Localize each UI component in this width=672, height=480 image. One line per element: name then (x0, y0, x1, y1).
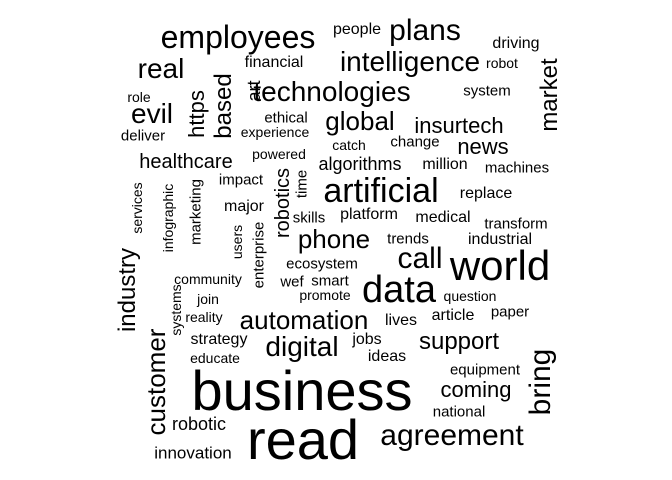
word-ideas: ideas (367, 348, 407, 365)
word-join: join (197, 291, 219, 307)
word-machines: machines (484, 159, 550, 177)
word-automation: automation (239, 305, 369, 335)
word-promote: promote (299, 287, 351, 303)
word-plans: plans (389, 14, 461, 47)
word-lives: lives (384, 312, 418, 329)
word-services: services (129, 182, 145, 234)
word-marketing: marketing (187, 179, 205, 245)
word-coming: coming (440, 377, 512, 402)
word-world: world (449, 242, 551, 289)
word-million: million (422, 156, 468, 173)
word-support: support (418, 328, 500, 355)
word-article: article (431, 307, 475, 324)
word-educate: educate (190, 350, 240, 366)
word-digital: digital (265, 331, 339, 362)
word-business: business (191, 359, 413, 422)
word-https: https (184, 90, 209, 138)
word-impact: impact (218, 171, 264, 189)
word-bring: bring (524, 348, 557, 416)
word-catch: catch (332, 137, 366, 153)
word-innovation: innovation (154, 443, 232, 463)
word-financial: financial (244, 54, 304, 71)
word-users: users (229, 224, 245, 260)
word-deliver: deliver (120, 127, 166, 145)
word-people: people (332, 21, 382, 38)
word-employees: employees (160, 19, 316, 55)
word-enterprise: enterprise (250, 221, 268, 289)
word-news: news (457, 134, 509, 159)
word-question: question (443, 288, 497, 304)
word-powered: powered (252, 146, 306, 162)
word-data: data (362, 269, 436, 311)
word-robot: robot (486, 55, 518, 71)
word-smart: smart (311, 272, 349, 290)
word-ethical: ethical (264, 109, 308, 127)
word-national: national (432, 403, 486, 421)
word-system: system (463, 82, 511, 100)
word-infographic: infographic (160, 183, 176, 253)
word-major: major (223, 198, 265, 215)
word-equipment: equipment (449, 361, 521, 379)
word-medical: medical (415, 209, 471, 226)
word-systems: systems (168, 284, 184, 336)
word-intelligence: intelligence (339, 46, 481, 77)
word-based: based (210, 73, 237, 139)
word-industrial: industrial (467, 231, 533, 248)
word-platform: platform (340, 206, 398, 223)
word-skills: skills (292, 209, 326, 227)
word-robotic: robotic (171, 414, 227, 434)
word-art: art (244, 80, 264, 102)
word-market: market (536, 58, 563, 132)
word-transform: transform (484, 215, 548, 233)
word-community: community (174, 271, 242, 287)
word-technologies: technologies (253, 76, 411, 107)
word-replace: replace (459, 185, 513, 202)
word-artificial: artificial (323, 172, 439, 210)
word-industry: industry (114, 247, 141, 333)
word-role: role (127, 89, 151, 105)
word-call: call (397, 242, 443, 275)
word-strategy: strategy (190, 331, 248, 348)
word-driving: driving (492, 35, 540, 52)
word-reality: reality (185, 309, 223, 325)
word-customer: customer (141, 328, 171, 436)
word-experience: experience (240, 124, 310, 140)
word-healthcare: healthcare (139, 151, 233, 173)
word-robotics: robotics (272, 167, 294, 239)
word-paper: paper (490, 303, 530, 321)
word-algorithms: algorithms (318, 154, 402, 174)
word-agreement: agreement (380, 419, 524, 452)
word-change: change (390, 133, 440, 151)
word-wef: wef (280, 273, 304, 291)
word-trends: trends (387, 230, 429, 248)
word-real: real (137, 53, 185, 84)
word-jobs: jobs (352, 331, 382, 348)
word-ecosystem: ecosystem (286, 255, 358, 273)
word-time: time (293, 169, 311, 199)
word-read: read (246, 408, 360, 471)
word-insurtech: insurtech (414, 113, 504, 138)
word-global: global (325, 106, 395, 136)
word-phone: phone (297, 224, 371, 254)
word-evil: evil (130, 98, 174, 129)
